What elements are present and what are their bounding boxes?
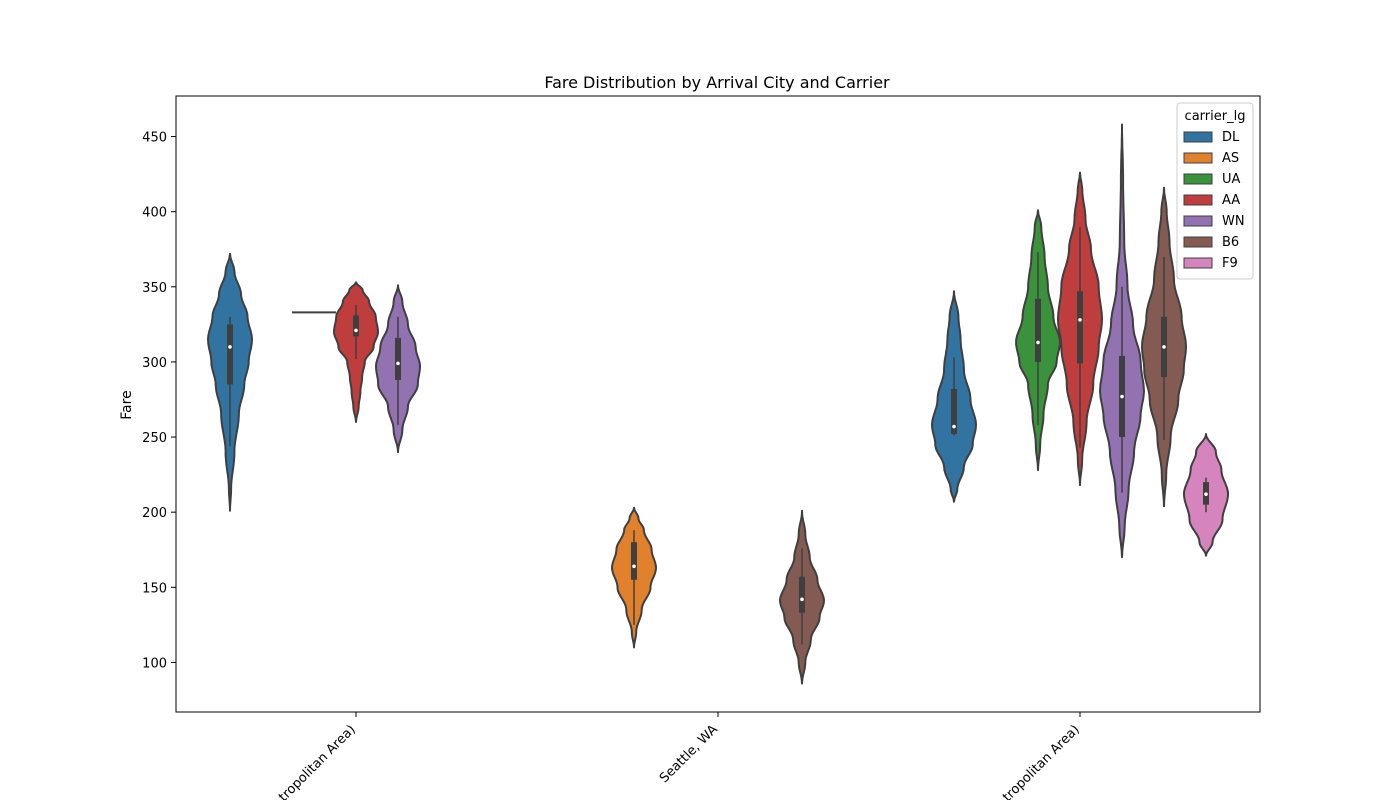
- y-tick-label: 350: [142, 281, 167, 296]
- violin-f9: [1183, 433, 1229, 557]
- violin-iqr-box: [631, 542, 637, 580]
- violin-iqr-box: [353, 315, 359, 337]
- y-tick-label: 200: [142, 506, 167, 521]
- legend-swatch: [1183, 173, 1213, 185]
- violin-median-dot: [396, 361, 400, 366]
- chart-title: Fare Distribution by Arrival City and Ca…: [544, 73, 890, 92]
- legend-label: AA: [1222, 193, 1240, 208]
- y-tick-label: 450: [142, 131, 167, 146]
- legend-swatch: [1183, 131, 1213, 143]
- violin-wn: [1099, 123, 1145, 559]
- violin-b6: [1141, 186, 1187, 508]
- legend-item-dl: DL: [1183, 130, 1240, 145]
- legend-item-ua: UA: [1183, 172, 1241, 187]
- violin-median-dot: [1162, 345, 1166, 349]
- legend-label: B6: [1222, 235, 1239, 250]
- legend-swatch: [1183, 236, 1213, 248]
- violin-ua: [1015, 209, 1061, 472]
- violin-aa: [1057, 171, 1103, 487]
- legend-label: UA: [1222, 172, 1241, 187]
- violin-median-dot: [354, 328, 358, 333]
- violin-iqr-box: [395, 337, 401, 380]
- legend-swatch: [1183, 152, 1213, 164]
- violin-median-dot: [1120, 394, 1124, 399]
- legend-item-aa: AA: [1183, 193, 1240, 208]
- legend-title: carrier_lg: [1185, 109, 1246, 124]
- plot-frame: [175, 95, 1261, 713]
- legend-swatch: [1183, 194, 1213, 206]
- violin-iqr-box: [799, 576, 805, 613]
- violin-dl: [931, 290, 977, 503]
- legend-label: DL: [1222, 130, 1240, 145]
- legend-item-f9: F9: [1183, 256, 1238, 271]
- legend-item-wn: WN: [1183, 214, 1245, 229]
- y-tick-label: 150: [142, 581, 167, 596]
- violin-median-dot: [1078, 318, 1082, 322]
- violin-iqr-box: [951, 388, 957, 435]
- violin-median-dot: [228, 345, 232, 349]
- y-tick-label: 250: [142, 431, 167, 446]
- violin-as: [611, 506, 657, 649]
- y-tick-label: 100: [142, 656, 167, 671]
- violin-median-dot: [800, 597, 804, 602]
- legend-swatch: [1183, 215, 1213, 227]
- violin-wn: [375, 284, 421, 454]
- violin-iqr-box: [1035, 298, 1041, 362]
- violin-median-dot: [1036, 340, 1040, 345]
- legend-item-b6: B6: [1183, 235, 1239, 250]
- y-axis: 100 150 200 250 300 350 400 450: [142, 131, 176, 671]
- violin-median-dot: [1204, 492, 1208, 496]
- legend-item-as: AS: [1183, 151, 1239, 166]
- violin-dl: [207, 252, 253, 512]
- legend-label: F9: [1222, 256, 1238, 271]
- legend: carrier_lg DL AS UA AA WN B6 F9: [1176, 102, 1254, 280]
- y-tick-label: 300: [142, 356, 167, 371]
- legend-box: [1176, 102, 1254, 280]
- legend-label: AS: [1222, 151, 1239, 166]
- legend-swatch: [1183, 257, 1213, 269]
- violins-layer: [207, 123, 1229, 685]
- legend-label: WN: [1222, 214, 1245, 229]
- violin-median-dot: [632, 564, 636, 569]
- violin-median-dot: [952, 424, 956, 429]
- violin-aa: [333, 281, 379, 423]
- y-tick-label: 400: [142, 206, 167, 221]
- violin-iqr-box: [1077, 291, 1083, 364]
- violin-b6: [779, 509, 825, 685]
- violin-iqr-box: [227, 324, 233, 385]
- y-axis-title: Fare: [119, 390, 135, 419]
